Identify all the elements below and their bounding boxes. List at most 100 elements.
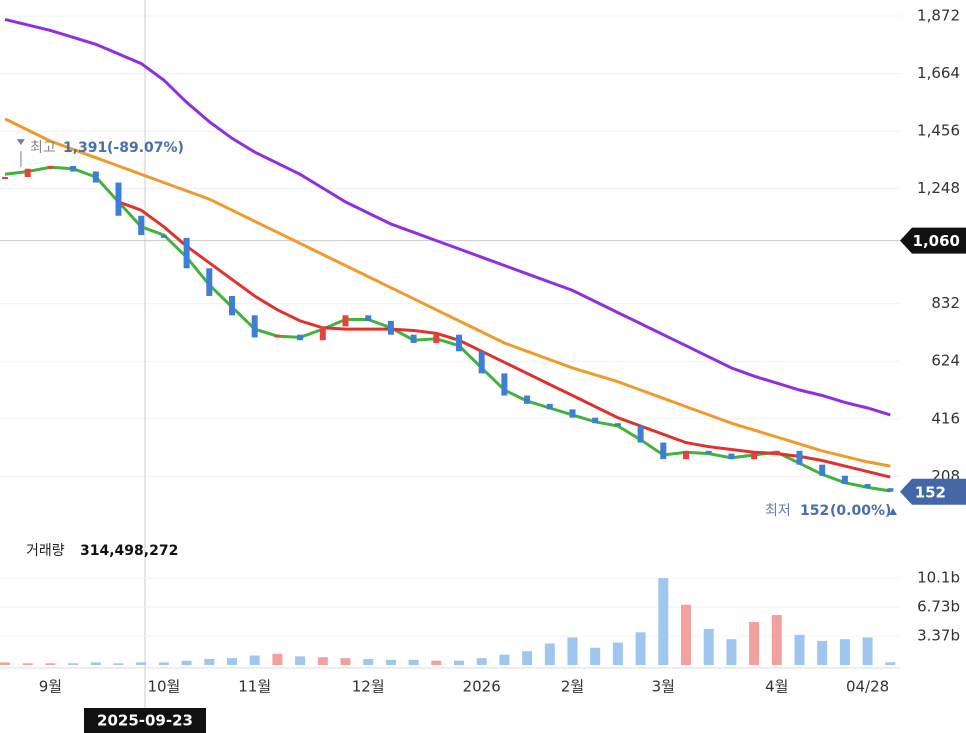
volume-bar	[181, 660, 192, 665]
candle	[614, 423, 621, 426]
y-tick-label: 1,664	[917, 64, 960, 82]
volume-bar	[681, 604, 691, 665]
volume-bar	[726, 639, 737, 665]
candle	[297, 334, 304, 341]
volume-bar	[635, 632, 646, 665]
volume-bar	[476, 658, 487, 665]
volume-tick-label: 3.37b	[917, 626, 960, 644]
candle	[864, 484, 871, 489]
candle	[569, 409, 576, 418]
crosshair-price-badge	[900, 227, 966, 254]
y-tick-label: 832	[931, 294, 960, 312]
x-tick-label: 04/28	[846, 678, 889, 696]
volume-bar	[499, 654, 510, 665]
candle	[660, 442, 667, 460]
volume-title: 거래량	[26, 543, 65, 559]
high-price: 1,391	[63, 140, 107, 156]
x-tick-label: 10월	[147, 678, 180, 696]
volume-bar	[113, 663, 124, 665]
candle	[24, 168, 31, 178]
moving-average-line	[4, 117, 891, 468]
volume-bar	[249, 655, 260, 665]
volume-bar	[317, 657, 328, 665]
candle	[705, 450, 712, 454]
volume-tick-label: 10.1b	[917, 569, 960, 587]
candle	[138, 215, 145, 236]
candle	[433, 334, 440, 343]
moving-average-line	[117, 200, 891, 479]
volume-bar	[363, 658, 374, 665]
x-tick-label: 4월	[765, 678, 788, 696]
last-price: 152	[915, 483, 946, 501]
candle	[637, 425, 644, 443]
volume-bar	[794, 634, 805, 665]
candle	[456, 334, 462, 352]
candle	[773, 450, 780, 454]
candle	[70, 165, 77, 172]
x-tick-label: 9월	[39, 678, 62, 696]
volume-bar	[340, 658, 351, 665]
volume-bar	[136, 662, 147, 665]
candle	[751, 453, 758, 460]
candle	[728, 453, 735, 460]
x-tick-label: 3월	[652, 678, 675, 696]
crosshair-date: 2025-09-23	[97, 712, 193, 730]
candle	[501, 373, 508, 396]
x-tick-label: 2월	[561, 678, 584, 696]
x-tick-label: 12월	[352, 678, 385, 696]
y-tick-label: 1,456	[917, 122, 960, 140]
volume-bar	[0, 662, 10, 665]
candle	[2, 177, 8, 180]
y-tick-label: 416	[931, 409, 960, 427]
volume-bar	[544, 643, 555, 665]
volume-bar	[612, 642, 623, 665]
candle	[796, 450, 803, 465]
volume-bar	[45, 663, 56, 665]
volume-bar	[408, 659, 419, 665]
candle	[410, 334, 417, 343]
candle	[478, 351, 485, 374]
candle	[524, 395, 531, 404]
low-label: 최저	[765, 503, 791, 519]
volume-bar	[204, 658, 215, 665]
crosshair-price: 1,060	[913, 232, 960, 250]
candle	[683, 450, 689, 460]
candle	[115, 182, 122, 216]
crosshair-date-badge	[84, 708, 206, 733]
high-marker	[16, 139, 25, 146]
volume-bar	[590, 647, 601, 665]
volume-current: 314,498,272	[80, 543, 178, 559]
volume-bar	[522, 651, 533, 665]
candle	[47, 165, 54, 169]
candle	[365, 315, 372, 321]
volume-bar	[862, 637, 873, 665]
volume-bar	[454, 660, 464, 665]
candle	[183, 237, 190, 269]
y-tick-label: 1,872	[917, 7, 960, 25]
volume-bar	[839, 639, 850, 665]
volume-bar	[90, 662, 101, 665]
candle	[342, 315, 349, 327]
moving-average-line	[4, 17, 891, 417]
candle	[251, 315, 258, 338]
x-tick-label: 11월	[238, 678, 271, 696]
high-label: 최고	[30, 140, 56, 156]
volume-bar	[885, 662, 896, 665]
volume-bar	[158, 662, 169, 665]
low-change: (0.00%)	[830, 503, 891, 519]
candle	[274, 334, 281, 338]
candle	[841, 475, 848, 485]
volume-bar	[658, 578, 669, 665]
volume-bar	[272, 653, 283, 665]
candle	[546, 403, 553, 410]
volume-bar	[817, 640, 828, 665]
candle	[387, 320, 394, 335]
volume-bar	[703, 628, 714, 665]
candle	[206, 268, 213, 296]
candle	[592, 417, 599, 424]
volume-bar	[431, 660, 442, 665]
y-tick-label: 1,248	[917, 179, 960, 197]
high-change: (-89.07%)	[107, 140, 184, 156]
